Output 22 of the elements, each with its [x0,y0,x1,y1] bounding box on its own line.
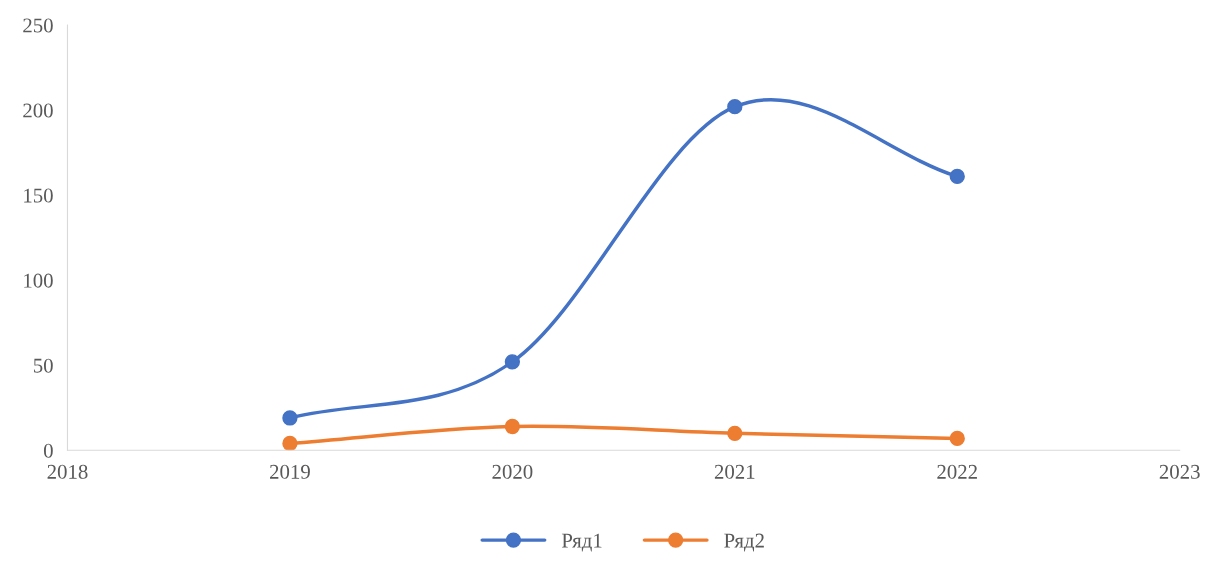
y-tick-label: 150 [24,188,53,203]
y-tick-label: 200 [23,103,53,118]
point [504,354,521,370]
point [504,418,521,435]
y-tick-label: 100 [24,273,53,288]
x-tick-label: 2021 [714,464,755,479]
x-tick-label: 2020 [492,464,533,479]
x-tick-label: 2019 [270,464,310,479]
legend-label: Ряд2 [724,533,764,552]
x-tick-label: 2023 [1159,464,1200,479]
x-tick-label: 2018 [47,464,88,479]
point [282,410,298,426]
y-tick-label: 50 [33,358,53,373]
y-tick-label: 0 [43,443,53,458]
point [949,168,965,185]
point [727,425,743,441]
legend-label: Ряд1 [561,533,602,552]
point [727,99,743,115]
x-tick-label: 2022 [937,464,977,479]
point [282,435,298,451]
point [949,430,965,447]
y-tick-label: 250 [23,18,53,33]
